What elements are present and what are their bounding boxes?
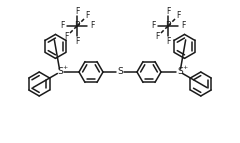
Text: F: F <box>151 21 155 30</box>
Text: F: F <box>60 21 64 30</box>
Text: F: F <box>75 6 79 15</box>
Text: F: F <box>176 11 181 20</box>
Text: S: S <box>177 67 183 77</box>
Text: S: S <box>117 67 123 77</box>
Text: F: F <box>181 21 185 30</box>
Text: F: F <box>64 32 69 41</box>
Text: P: P <box>74 21 80 30</box>
Text: S: S <box>57 67 63 77</box>
Text: P: P <box>165 21 171 30</box>
Text: +: + <box>182 65 187 70</box>
Text: F: F <box>85 11 90 20</box>
Text: F: F <box>166 36 170 45</box>
Text: F: F <box>75 36 79 45</box>
Text: F: F <box>90 21 94 30</box>
Text: F: F <box>166 6 170 15</box>
Text: F: F <box>155 32 160 41</box>
Text: +: + <box>62 65 67 70</box>
